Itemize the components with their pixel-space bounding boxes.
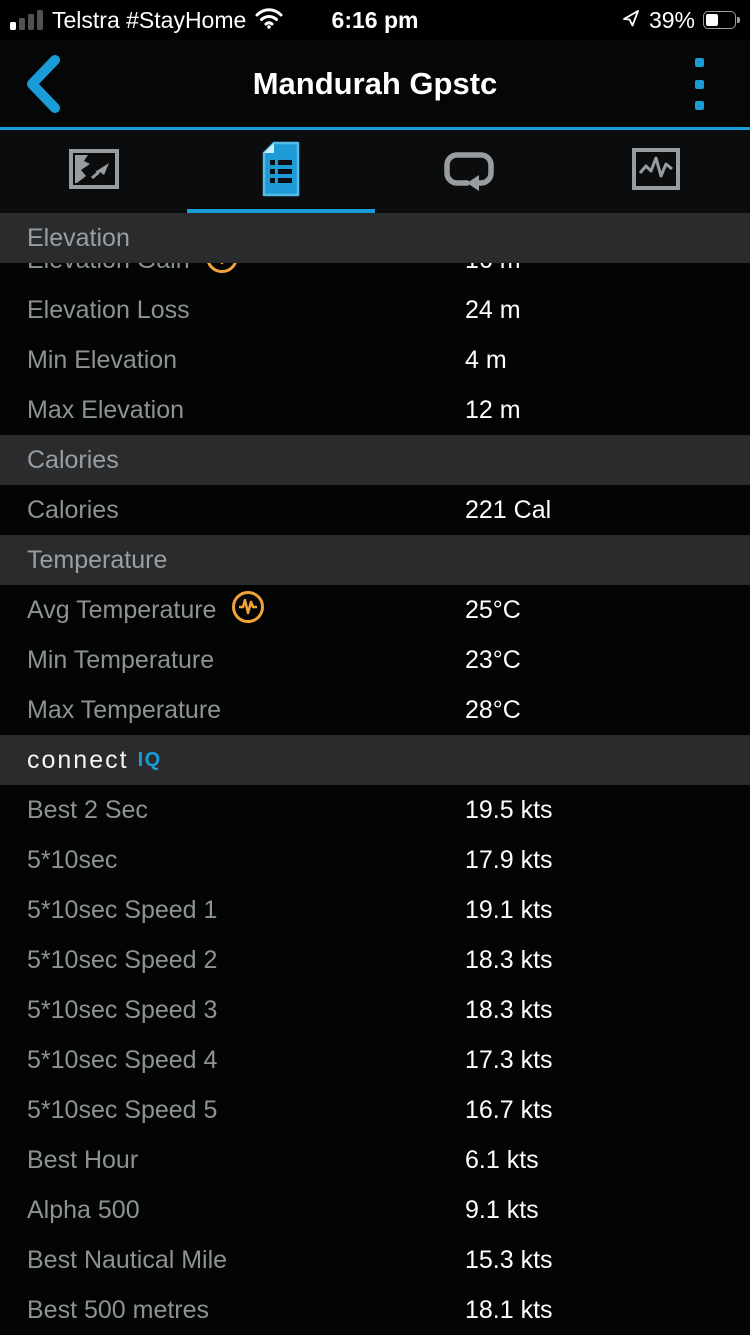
stat-row: Max Temperature 28°C xyxy=(0,685,750,735)
laps-loop-icon xyxy=(441,146,497,197)
stat-row: Best 500 metres 18.1 kts xyxy=(0,1285,750,1335)
page-title: Mandurah Gpstc xyxy=(0,66,750,102)
stat-row: Elevation Loss 24 m xyxy=(0,285,750,335)
stat-row: Avg Temperature 25°C xyxy=(0,585,750,635)
orange-waveform-icon xyxy=(204,263,240,282)
stat-label: 5*10sec Speed 3 xyxy=(27,996,217,1025)
stat-label: Elevation Loss xyxy=(27,296,190,325)
stat-label: 5*10sec Speed 2 xyxy=(27,946,217,975)
stat-value: 17.9 kts xyxy=(465,846,553,875)
stat-label: Max Elevation xyxy=(27,396,184,425)
tab-details[interactable] xyxy=(188,130,376,213)
stat-label: 5*10sec Speed 5 xyxy=(27,1096,217,1125)
stat-value: 16 m xyxy=(465,263,521,275)
stats-list: Elevation Elevation Gain 16 m Elevation … xyxy=(0,213,750,1335)
stat-label: Elevation Gain xyxy=(27,263,240,282)
stat-value: 4 m xyxy=(465,346,507,375)
stat-row: Elevation Gain 16 m xyxy=(0,263,750,285)
stat-row: Max Elevation 12 m xyxy=(0,385,750,435)
menu-dot-icon xyxy=(695,80,704,89)
section-title: Temperature xyxy=(27,546,167,575)
stat-label: Avg Temperature xyxy=(27,589,266,632)
section-title: Calories xyxy=(27,446,119,475)
stat-label: Calories xyxy=(27,496,119,525)
orange-waveform-icon xyxy=(230,589,266,632)
stat-label: Best Hour xyxy=(27,1146,138,1175)
stat-value: 16.7 kts xyxy=(465,1096,553,1125)
stat-row: 5*10sec Speed 5 16.7 kts xyxy=(0,1085,750,1135)
stat-value: 12 m xyxy=(465,396,521,425)
stat-row: Best Nautical Mile 15.3 kts xyxy=(0,1235,750,1285)
status-bar: Telstra #StayHome 6:16 pm 39% xyxy=(0,0,750,40)
stat-label: Best Nautical Mile xyxy=(27,1246,227,1275)
section-header-temperature: Temperature xyxy=(0,535,750,585)
stat-value: 19.1 kts xyxy=(465,896,553,925)
stat-row: Best 2 Sec 19.5 kts xyxy=(0,785,750,835)
connect-iq-logo: connect xyxy=(27,746,129,775)
stat-row: Alpha 500 9.1 kts xyxy=(0,1185,750,1235)
stat-label: 5*10sec Speed 4 xyxy=(27,1046,217,1075)
section-header-calories: Calories xyxy=(0,435,750,485)
tab-laps[interactable] xyxy=(375,130,563,213)
stat-row: 5*10sec Speed 4 17.3 kts xyxy=(0,1035,750,1085)
tab-bar xyxy=(0,130,750,213)
battery-icon xyxy=(703,11,740,29)
stat-value: 24 m xyxy=(465,296,521,325)
battery-percent-label: 39% xyxy=(649,7,695,34)
section-header-elevation: Elevation xyxy=(0,213,750,263)
stat-value: 17.3 kts xyxy=(465,1046,553,1075)
stat-label: Alpha 500 xyxy=(27,1196,140,1225)
stat-value: 6.1 kts xyxy=(465,1146,539,1175)
stat-row: Min Elevation 4 m xyxy=(0,335,750,385)
details-document-icon xyxy=(259,140,303,203)
tab-charts[interactable] xyxy=(563,130,750,213)
stat-row: Min Temperature 23°C xyxy=(0,635,750,685)
map-icon xyxy=(68,148,120,195)
stat-value: 19.5 kts xyxy=(465,796,553,825)
section-title: Elevation xyxy=(27,224,130,253)
connect-iq-logo-suffix: IQ xyxy=(138,749,162,772)
stat-value: 9.1 kts xyxy=(465,1196,539,1225)
stat-row: 5*10sec 17.9 kts xyxy=(0,835,750,885)
stat-value: 25°C xyxy=(465,596,521,625)
stat-row: Calories 221 Cal xyxy=(0,485,750,535)
stat-row: 5*10sec Speed 2 18.3 kts xyxy=(0,935,750,985)
stat-value: 18.1 kts xyxy=(465,1296,553,1325)
stat-label: Max Temperature xyxy=(27,696,221,725)
stat-value: 18.3 kts xyxy=(465,996,553,1025)
menu-dot-icon xyxy=(695,101,704,110)
menu-dot-icon xyxy=(695,58,704,67)
charts-waveform-icon xyxy=(631,147,681,196)
stat-value: 221 Cal xyxy=(465,496,551,525)
signal-bars-icon xyxy=(10,10,43,30)
stat-row: 5*10sec Speed 3 18.3 kts xyxy=(0,985,750,1035)
back-button[interactable] xyxy=(22,54,62,114)
section-header-connect-iq: connect IQ xyxy=(0,735,750,785)
stat-label: 5*10sec xyxy=(27,846,117,875)
tab-map[interactable] xyxy=(0,130,188,213)
overflow-menu-button[interactable] xyxy=(692,58,706,110)
wifi-icon xyxy=(255,7,283,34)
stat-value: 18.3 kts xyxy=(465,946,553,975)
nav-bar: Mandurah Gpstc xyxy=(0,40,750,130)
location-arrow-icon xyxy=(621,8,641,33)
carrier-label: Telstra #StayHome xyxy=(52,7,246,34)
stat-value: 28°C xyxy=(465,696,521,725)
stat-label: Min Elevation xyxy=(27,346,177,375)
stat-label: Min Temperature xyxy=(27,646,214,675)
stat-label: Best 2 Sec xyxy=(27,796,148,825)
stat-label: Best 500 metres xyxy=(27,1296,209,1325)
clipped-row-container: Elevation Gain 16 m xyxy=(0,263,750,285)
stat-row: 5*10sec Speed 1 19.1 kts xyxy=(0,885,750,935)
stat-value: 23°C xyxy=(465,646,521,675)
stat-label: 5*10sec Speed 1 xyxy=(27,896,217,925)
stat-value: 15.3 kts xyxy=(465,1246,553,1275)
stat-row: Best Hour 6.1 kts xyxy=(0,1135,750,1185)
